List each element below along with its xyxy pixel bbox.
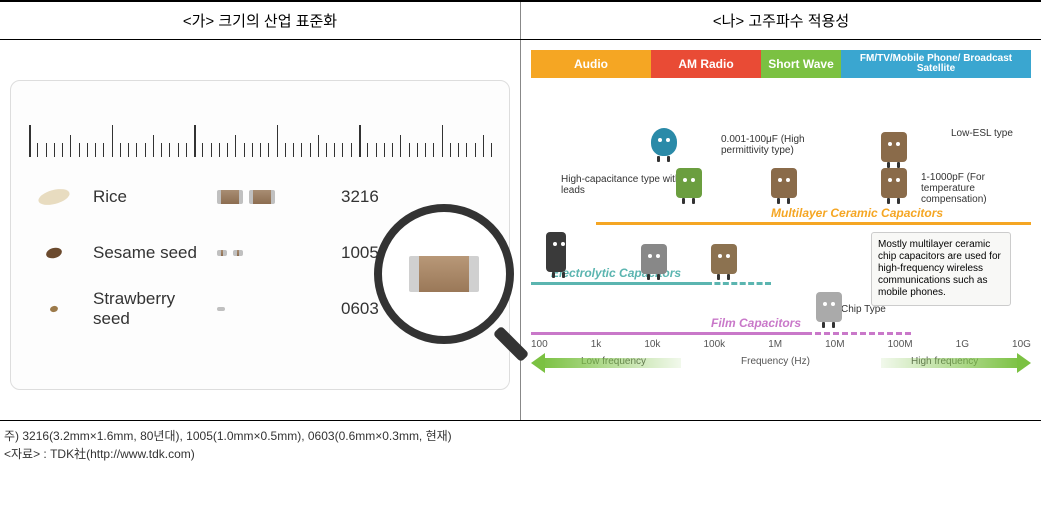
x-tick: 10k xyxy=(644,339,660,350)
arrow-right xyxy=(881,358,1021,368)
header-left: <가> 크기의 산업 표준화 xyxy=(0,2,521,39)
header-right: <나> 고주파수 적용성 xyxy=(521,2,1041,39)
band: AM Radio xyxy=(651,50,761,78)
x-axis: 100 1k 10k 100k 1M 10M 100M 1G 10G xyxy=(531,339,1031,350)
chip-icon xyxy=(249,190,275,204)
capacitor-character xyxy=(546,232,566,272)
series-label: Multilayer Ceramic Capacitors xyxy=(771,206,943,220)
seed-label: Strawberry seed xyxy=(93,289,203,329)
header-row: <가> 크기의 산업 표준화 <나> 고주파수 적용성 xyxy=(0,0,1041,40)
left-panel: Rice3216Sesame seed1005Strawberry seed06… xyxy=(0,40,521,420)
footnote-2: <자료> : TDK社(http://www.tdk.com) xyxy=(4,445,1037,463)
series-bar xyxy=(531,282,706,285)
band: Short Wave xyxy=(761,50,841,78)
note-box: Mostly multilayer ceramic chip capacitor… xyxy=(871,232,1011,306)
freq-axis-label: Frequency (Hz) xyxy=(741,356,810,367)
x-tick: 1G xyxy=(956,339,969,350)
capacitor-character xyxy=(676,168,702,198)
magnifier-lens xyxy=(374,204,514,344)
x-tick: 100k xyxy=(703,339,725,350)
frequency-bands: AudioAM RadioShort WaveFM/TV/Mobile Phon… xyxy=(531,50,1031,78)
series-bar xyxy=(531,332,806,335)
capacitor-character xyxy=(711,244,737,274)
x-tick: 10G xyxy=(1012,339,1031,350)
series-bar-dash xyxy=(806,332,911,335)
capacitor-character xyxy=(881,132,907,162)
x-tick: 1M xyxy=(768,339,782,350)
arrow-right-head xyxy=(1017,353,1031,373)
seed-icon xyxy=(37,186,72,208)
annotation: 0.001-100μF (High permittivity type) xyxy=(721,134,841,156)
frequency-chart: AudioAM RadioShort WaveFM/TV/Mobile Phon… xyxy=(531,50,1031,410)
arrow-left xyxy=(541,358,681,368)
band: FM/TV/Mobile Phone/ Broadcast Satellite xyxy=(841,50,1031,78)
seed-label: Rice xyxy=(93,187,203,207)
seed-icon xyxy=(45,246,63,260)
x-tick: 10M xyxy=(825,339,844,350)
capacitor-character xyxy=(651,128,677,156)
magnified-chip xyxy=(409,256,479,292)
capacitor-character xyxy=(771,168,797,198)
series-bar xyxy=(596,222,1031,225)
series-bar-dash xyxy=(706,282,771,285)
plot-area: 100 1k 10k 100k 1M 10M 100M 1G 10G Multilayer Ce… xyxy=(531,82,1031,362)
x-tick: 1k xyxy=(591,339,602,350)
seed-icon xyxy=(49,305,58,313)
annotation: High-capacitance type with leads xyxy=(561,174,681,196)
footer: 주) 3216(3.2mm×1.6mm, 80년대), 1005(1.0mm×0… xyxy=(0,421,1041,469)
chip-icon xyxy=(217,307,225,311)
chip-icon xyxy=(217,250,227,256)
x-tick: 100 xyxy=(531,339,548,350)
chip-group xyxy=(217,307,327,311)
magnifier xyxy=(374,204,529,359)
size-comparison-box: Rice3216Sesame seed1005Strawberry seed06… xyxy=(10,80,510,390)
capacitor-character xyxy=(816,292,842,322)
annotation: 1-1000pF (For temperature compensation) xyxy=(921,172,1031,205)
series-bar-dash xyxy=(596,222,641,225)
content-row: Rice3216Sesame seed1005Strawberry seed06… xyxy=(0,40,1041,421)
x-tick: 100M xyxy=(888,339,913,350)
right-panel: AudioAM RadioShort WaveFM/TV/Mobile Phon… xyxy=(521,40,1041,420)
capacitor-character xyxy=(881,168,907,198)
chip-group xyxy=(217,250,327,256)
seed-label: Sesame seed xyxy=(93,243,203,263)
chip-group xyxy=(217,190,327,204)
chip-icon xyxy=(217,190,243,204)
annotation: Low-ESL type xyxy=(951,128,1013,139)
ruler xyxy=(29,93,491,157)
chip-icon xyxy=(233,250,243,256)
series-label: Film Capacitors xyxy=(711,316,801,330)
footnote-1: 주) 3216(3.2mm×1.6mm, 80년대), 1005(1.0mm×0… xyxy=(4,427,1037,445)
band: Audio xyxy=(531,50,651,78)
capacitor-character xyxy=(641,244,667,274)
arrow-left-head xyxy=(531,353,545,373)
